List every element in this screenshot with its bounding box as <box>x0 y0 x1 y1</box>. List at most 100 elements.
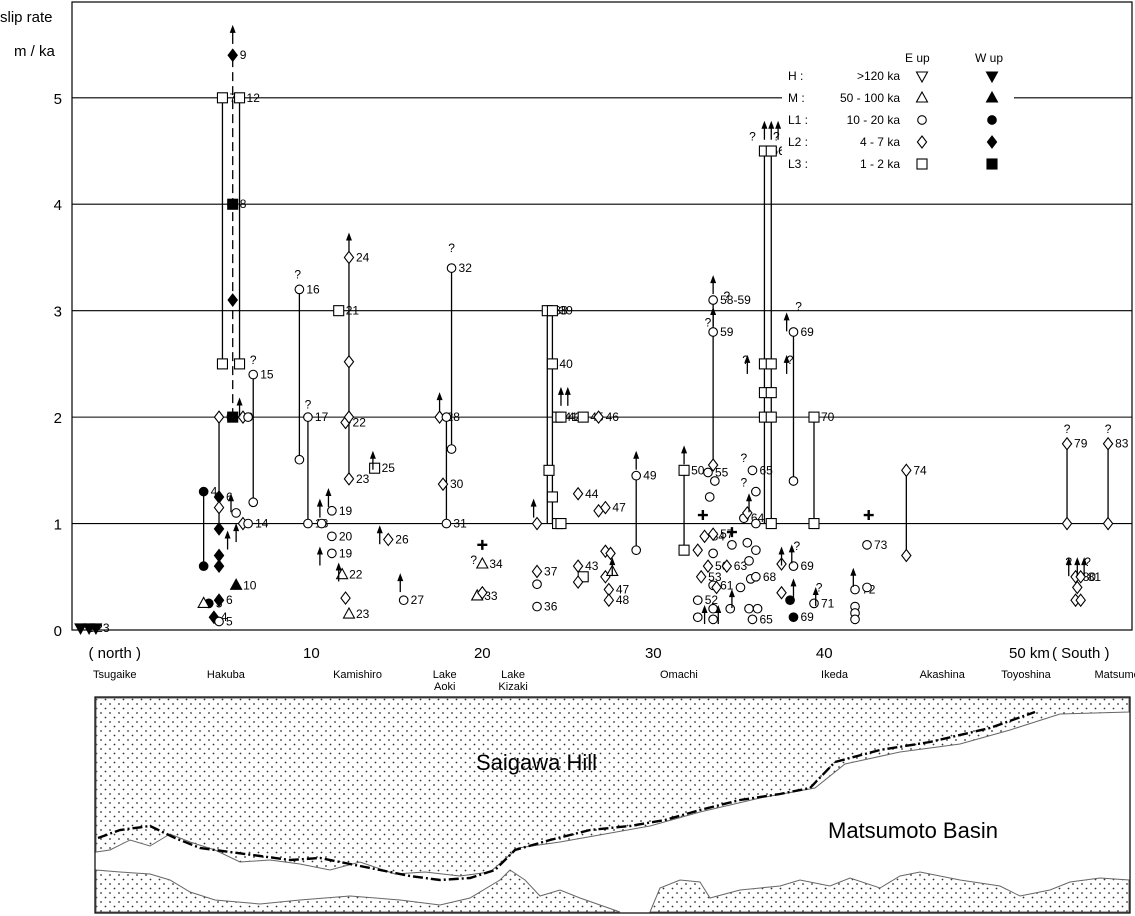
minimum-arrow <box>369 450 376 470</box>
data-point <box>327 505 337 516</box>
minimum-arrow <box>790 578 797 598</box>
x-tick-label: ( north ) <box>88 645 141 662</box>
data-point <box>437 477 449 492</box>
data-point <box>555 518 567 530</box>
south-hill-area <box>649 871 1130 913</box>
data-point <box>788 612 799 623</box>
data-point <box>765 358 777 370</box>
point-label: 26 <box>395 533 409 547</box>
data-point <box>695 569 707 584</box>
data-point <box>342 606 356 619</box>
x-tick-label: 20 <box>474 645 491 662</box>
data-point <box>721 559 733 574</box>
data-point <box>747 614 758 625</box>
question-mark: ? <box>723 289 730 303</box>
data-point <box>572 575 584 590</box>
question-mark: ? <box>749 129 756 143</box>
point-label: 25 <box>382 461 396 475</box>
point-label: 43 <box>585 559 599 573</box>
point-label: 69 <box>800 325 814 339</box>
point-label: 36 <box>544 600 558 614</box>
minimum-arrow <box>530 498 537 518</box>
data-point <box>785 595 795 606</box>
data-point <box>709 476 720 486</box>
data-point <box>862 582 872 593</box>
data-point <box>398 595 409 606</box>
data-point <box>742 537 753 548</box>
plus-mark <box>726 527 737 538</box>
question-mark: ? <box>305 398 312 412</box>
plus-mark <box>697 510 708 521</box>
data-point <box>765 518 777 530</box>
point-label: 79 <box>1074 437 1088 451</box>
place-label: Lake <box>501 669 525 681</box>
point-label: 19 <box>339 504 353 518</box>
data-point <box>901 548 912 563</box>
data-point <box>765 387 777 399</box>
y-tick-label: 1 <box>54 517 62 534</box>
data-point <box>294 284 305 295</box>
point-label: 74 <box>913 463 927 477</box>
x-tick-label: 40 <box>816 645 833 662</box>
data-point <box>216 358 229 370</box>
minimum-arrow <box>715 605 722 625</box>
minimum-arrow <box>345 232 352 252</box>
data-point <box>1061 436 1073 451</box>
data-point <box>808 411 820 423</box>
data-point <box>725 603 736 614</box>
x-tick-labels: ( north ) 10 20 30 40 50 km( South ) <box>88 645 1109 662</box>
point-label: 65 <box>759 612 773 626</box>
saigawa-hill-area <box>95 697 1130 877</box>
minimum-arrow <box>609 557 616 577</box>
data-point <box>707 458 719 472</box>
point-label: 22 <box>349 568 363 582</box>
data-point <box>708 614 718 625</box>
data-point <box>742 506 753 520</box>
place-label: Toyoshina <box>1001 669 1051 681</box>
data-point <box>227 48 239 63</box>
data-point <box>702 559 714 574</box>
question-mark: ? <box>741 475 748 489</box>
point-label: 50 <box>691 463 705 477</box>
minimum-arrow <box>746 493 753 513</box>
data-point <box>333 305 345 317</box>
data-point <box>546 491 558 503</box>
data-point <box>343 354 355 369</box>
x-tick-label: 10 <box>303 645 320 662</box>
data-point <box>546 305 558 317</box>
legend-age: 4 - 7 ka <box>860 135 900 149</box>
minimum-arrow <box>236 397 243 417</box>
data-point <box>532 579 542 590</box>
point-label: 65 <box>759 463 773 477</box>
data-point <box>213 521 225 536</box>
data-point <box>751 571 761 582</box>
data-point <box>531 516 543 531</box>
legend-code: L2 : <box>788 135 808 149</box>
point-label: 6 <box>226 593 233 607</box>
point-label: 47 <box>616 583 630 597</box>
point-label: 4 <box>221 610 228 624</box>
place-label: Lake <box>433 669 457 681</box>
data-point <box>475 556 489 569</box>
question-mark: ? <box>816 581 823 595</box>
minimum-arrow <box>850 567 857 587</box>
point-label: 57 <box>720 527 734 541</box>
place-label: Tsugaike <box>93 669 136 681</box>
minimum-arrow <box>728 589 735 609</box>
legend-marker-w-up <box>986 135 998 149</box>
minimum-arrow <box>228 493 234 513</box>
plot-frame <box>71 1 1133 631</box>
point-label: 46 <box>606 410 620 424</box>
point-label: 34 <box>489 557 503 571</box>
x-tick-label: 50 km <box>1009 645 1050 662</box>
data-point <box>809 598 819 609</box>
y-axis-title-line2: m / ka <box>14 43 55 60</box>
data-point <box>316 518 327 529</box>
data-point <box>708 548 718 559</box>
minimum-arrow <box>768 120 775 140</box>
question-mark: ? <box>742 353 749 367</box>
map-panel: Saigawa Hill Matsumoto Basin <box>94 696 1131 914</box>
point-label: 61 <box>720 578 734 592</box>
data-point <box>678 544 690 556</box>
point-label: 24 <box>356 250 370 264</box>
